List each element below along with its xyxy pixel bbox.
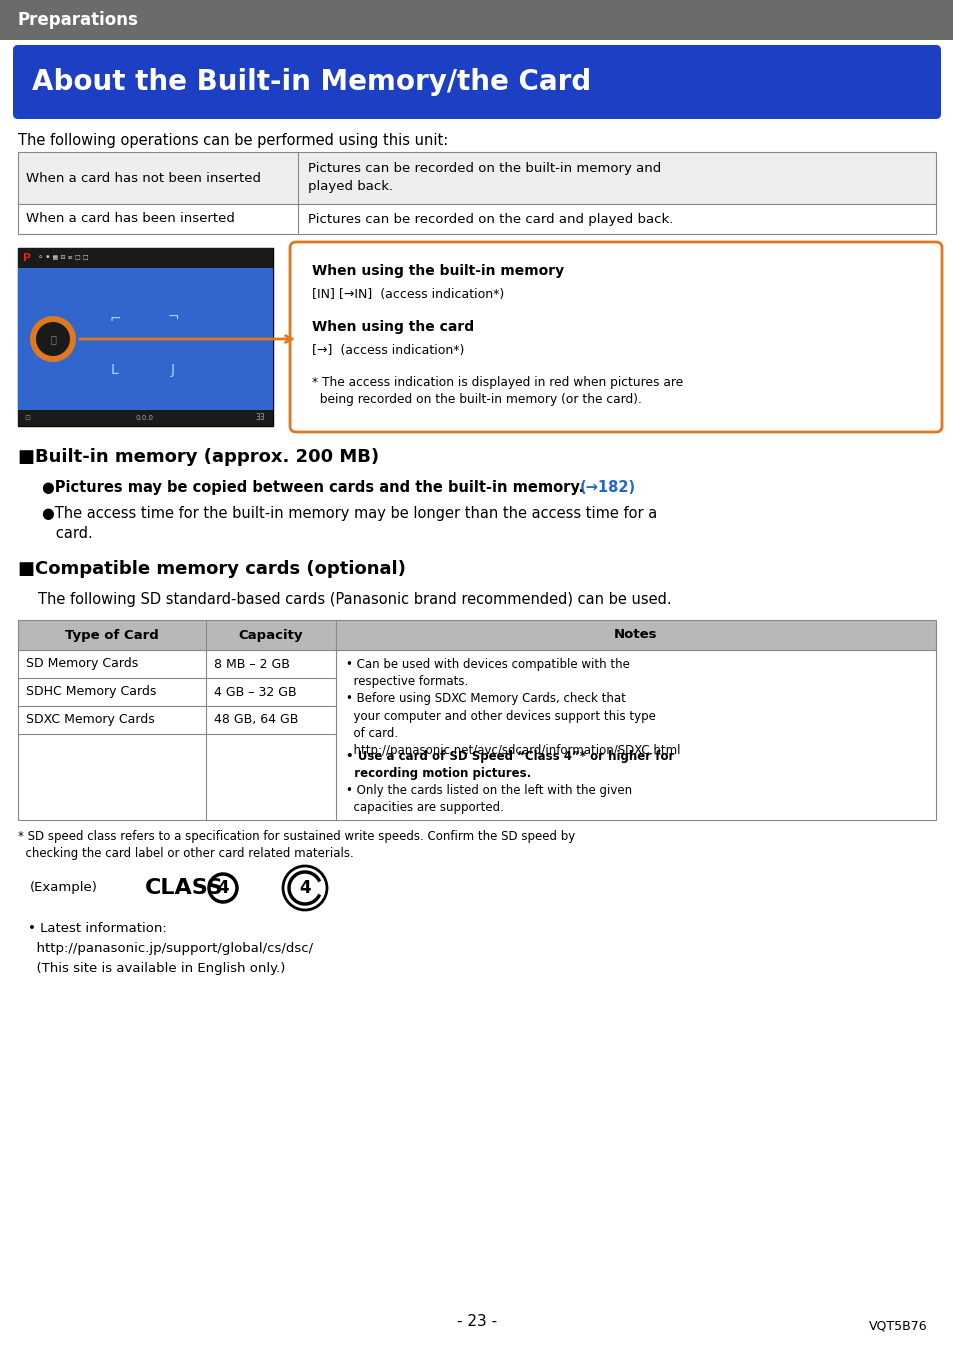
Text: Capacity: Capacity: [238, 628, 303, 642]
Text: http://panasonic.jp/support/global/cs/dsc/: http://panasonic.jp/support/global/cs/ds…: [28, 942, 313, 955]
Text: 8 MB – 2 GB: 8 MB – 2 GB: [213, 658, 290, 670]
Bar: [18, 248, 273, 426]
FancyBboxPatch shape: [290, 242, 941, 432]
Text: P: P: [23, 252, 31, 263]
Circle shape: [30, 316, 76, 362]
Bar: [18, 248, 273, 267]
Text: * SD speed class refers to a specification for sustained write speeds. Confirm t: * SD speed class refers to a specificati…: [18, 830, 575, 860]
Text: When using the card: When using the card: [312, 320, 474, 334]
Text: When a card has been inserted: When a card has been inserted: [26, 213, 234, 225]
Text: SDXC Memory Cards: SDXC Memory Cards: [26, 714, 154, 726]
Text: SDHC Memory Cards: SDHC Memory Cards: [26, 685, 156, 699]
Bar: [18, 620, 935, 820]
Text: (→182): (→182): [579, 480, 636, 495]
Bar: [18, 267, 273, 410]
Text: VQT5B76: VQT5B76: [868, 1319, 927, 1333]
Text: • Use a card of SD Speed “Class 4”* or higher for
  recording motion pictures.: • Use a card of SD Speed “Class 4”* or h…: [346, 750, 674, 780]
Text: [→]  (access indication*): [→] (access indication*): [312, 345, 464, 357]
Bar: [18, 410, 273, 426]
Text: The following operations can be performed using this unit:: The following operations can be performe…: [18, 133, 448, 148]
Text: ●The access time for the built-in memory may be longer than the access time for : ●The access time for the built-in memory…: [42, 506, 657, 541]
Circle shape: [36, 322, 70, 356]
Text: 33: 33: [255, 414, 265, 422]
Text: The following SD standard-based cards (Panasonic brand recommended) can be used.: The following SD standard-based cards (P…: [38, 592, 671, 607]
Text: Notes: Notes: [614, 628, 657, 642]
Text: 0.0.0: 0.0.0: [136, 415, 153, 421]
Bar: [18, 152, 935, 233]
Bar: [0, 0, 953, 39]
Text: J: J: [171, 364, 174, 377]
Bar: [18, 650, 935, 820]
Text: • Can be used with devices compatible with the
  respective formats.
• Before us: • Can be used with devices compatible wi…: [346, 658, 679, 757]
Text: ⚪ ⚫ ▦ ⊟ ≡ □ □: ⚪ ⚫ ▦ ⊟ ≡ □ □: [38, 255, 89, 261]
Text: Type of Card: Type of Card: [65, 628, 159, 642]
Text: About the Built-in Memory/the Card: About the Built-in Memory/the Card: [32, 68, 591, 96]
Text: • Only the cards listed on the left with the given
  capacities are supported.: • Only the cards listed on the left with…: [346, 784, 632, 814]
Text: [IN] [→IN]  (access indication*): [IN] [→IN] (access indication*): [312, 288, 504, 301]
Text: ⌐: ⌐: [109, 311, 121, 324]
Text: ■Built-in memory (approx. 200 MB): ■Built-in memory (approx. 200 MB): [18, 448, 378, 465]
Text: 4: 4: [217, 879, 229, 897]
Bar: [18, 620, 935, 650]
Text: 4 GB – 32 GB: 4 GB – 32 GB: [213, 685, 296, 699]
Text: ¬: ¬: [167, 311, 178, 324]
Text: ■Compatible memory cards (optional): ■Compatible memory cards (optional): [18, 560, 405, 578]
Text: Pictures can be recorded on the built-in memory and
played back.: Pictures can be recorded on the built-in…: [308, 161, 660, 193]
Text: ⬛: ⬛: [50, 334, 56, 345]
Bar: [18, 152, 935, 204]
Text: - 23 -: - 23 -: [456, 1315, 497, 1330]
Text: 48 GB, 64 GB: 48 GB, 64 GB: [213, 714, 298, 726]
Text: Pictures can be recorded on the card and played back.: Pictures can be recorded on the card and…: [308, 213, 673, 225]
FancyBboxPatch shape: [13, 45, 940, 119]
Text: L: L: [111, 364, 119, 377]
Text: When a card has not been inserted: When a card has not been inserted: [26, 171, 261, 185]
Text: 4: 4: [299, 879, 311, 897]
Text: (Example): (Example): [30, 882, 98, 894]
Text: ⊡: ⊡: [24, 415, 30, 421]
Text: (This site is available in English only.): (This site is available in English only.…: [28, 962, 285, 974]
Text: • Latest information:: • Latest information:: [28, 921, 167, 935]
Text: CLASS: CLASS: [145, 878, 224, 898]
Text: SD Memory Cards: SD Memory Cards: [26, 658, 138, 670]
Text: Preparations: Preparations: [18, 11, 139, 28]
Text: ●Pictures may be copied between cards and the built-in memory.: ●Pictures may be copied between cards an…: [42, 480, 583, 495]
Text: When using the built-in memory: When using the built-in memory: [312, 265, 563, 278]
Bar: [18, 204, 935, 233]
Text: * The access indication is displayed in red when pictures are
  being recorded o: * The access indication is displayed in …: [312, 376, 682, 406]
